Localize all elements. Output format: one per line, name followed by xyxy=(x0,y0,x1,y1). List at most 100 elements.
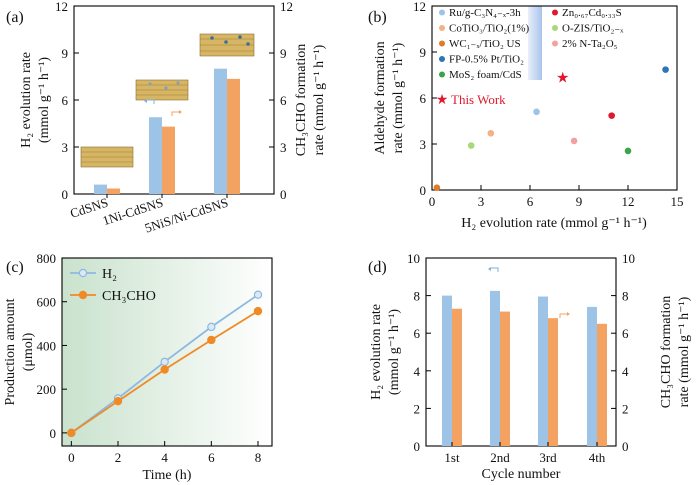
left-arrowhead-icon xyxy=(488,267,491,271)
legend-marker xyxy=(78,268,88,278)
panel-b-label: (b) xyxy=(368,9,387,26)
legend-entry: O-ZIS/TiO₂₋ₓ xyxy=(562,23,624,35)
right-y-tick-label: 8 xyxy=(622,289,629,304)
left-y-tick-label: 0 xyxy=(414,439,421,454)
x-tick-label: 0 xyxy=(429,194,436,209)
x-tick-label: 6 xyxy=(208,450,215,465)
x-tick-label: 3rd xyxy=(539,450,557,465)
x-tick-label: 3 xyxy=(478,194,485,209)
right-y-tick-label: 4 xyxy=(622,364,629,379)
panel-a-label: (a) xyxy=(6,9,24,26)
ch3cho-bar xyxy=(452,308,462,446)
ch3cho-data-point xyxy=(113,396,123,406)
cdsns-sheet-illustration xyxy=(80,146,134,168)
y-tick-label: 800 xyxy=(37,251,57,266)
right-y-tick-label: 12 xyxy=(280,0,293,14)
y-tick-label: 600 xyxy=(37,295,57,310)
ch3cho-data-point xyxy=(160,365,169,374)
panel-a-right-ylabel-units: rate (mmol g⁻¹ h⁻¹) xyxy=(312,44,327,155)
h2-bar xyxy=(538,296,548,446)
panel-a-left-ylabel-units: (mmol g⁻¹ h⁻¹) xyxy=(37,57,52,144)
panel-d-left-ylabel-units: (mmol g⁻¹ h⁻¹) xyxy=(387,309,402,396)
y-tick-label: 0 xyxy=(420,183,427,198)
legend-entry: H₂ xyxy=(102,267,117,282)
h2-bar xyxy=(442,295,452,446)
legend-marker xyxy=(552,9,558,16)
left-y-tick-label: 8 xyxy=(414,289,421,304)
x-tick-label: 15 xyxy=(671,194,684,209)
panel-c-ylabel: Production amount xyxy=(3,298,18,405)
panel-d-right-ylabel-units: rate (mmol g⁻¹ h⁻¹) xyxy=(677,296,692,407)
left-axis-arrow-icon xyxy=(146,99,155,104)
h2-data-point xyxy=(160,357,169,367)
left-y-tick-label: 4 xyxy=(414,364,421,379)
h2-data-point xyxy=(253,290,263,299)
legend-entry: WC₁₋ₓ/TiO₂ US xyxy=(449,38,521,50)
x-tick-label: 2 xyxy=(115,450,122,465)
panel-c: (c) 0 2 4 6 8 0 200 400 600 800 H₂ CH₃CHO Time (h)… xyxy=(3,251,273,483)
nis-ni-cdsns-sheet-illustration xyxy=(199,33,255,57)
legend-entry: MoS₂ foam/CdS xyxy=(449,69,522,81)
x-tick-label: 8 xyxy=(255,450,262,465)
ch3cho-bar xyxy=(500,311,510,446)
x-tick-label: 1st xyxy=(444,450,460,465)
y-tick-label: 0 xyxy=(50,426,57,441)
legend-entry: 2% N-Ta₂O₅ xyxy=(562,38,618,50)
ch3cho-bar xyxy=(548,318,558,446)
right-y-tick-label: 2 xyxy=(622,401,629,416)
panel-a-left-ylabel: H₂ evolution rate xyxy=(19,52,34,148)
legend-marker xyxy=(439,71,445,78)
ch3cho-bar xyxy=(227,78,240,194)
legend-entry: Ru/g-C₃N₄₋ₓ-3h xyxy=(449,7,521,19)
panel-b: (b) 0 3 6 9 12 15 0 3 6 9 12 ★ Ru/g-C₃N₄₋ₓ-3h CoTiO… xyxy=(368,0,684,231)
panel-d: (d) 0 0 2 2 4 4 6 6 8 8 10 10 1st 2nd 3rd 4th Cycle nu… xyxy=(368,251,692,482)
x-tick-label: 9 xyxy=(576,194,583,209)
y-tick-label: 3 xyxy=(420,137,427,152)
y-tick-label: 12 xyxy=(413,0,426,14)
panel-a: (a) 0 03 36 69 912 12 CdSNS1Ni-CdSNS5NiS/Ni-C… xyxy=(6,0,327,236)
this-work-star-icon: ★ xyxy=(556,70,569,86)
legend-highlight xyxy=(528,6,542,80)
h2-bar xyxy=(490,290,500,446)
left-y-tick-label: 6 xyxy=(62,93,69,108)
h2-data-point xyxy=(207,322,216,332)
panel-d-label: (d) xyxy=(368,259,387,276)
data-point xyxy=(608,112,615,119)
panel-d-xlabel: Cycle number xyxy=(482,467,561,482)
x-tick-label: 4th xyxy=(589,450,606,465)
left-arrowhead-icon xyxy=(144,99,147,103)
legend-marker xyxy=(552,40,558,47)
right-y-tick-label: 0 xyxy=(280,187,287,202)
h2-bar xyxy=(587,306,597,446)
left-y-tick-label: 9 xyxy=(62,46,69,61)
y-tick-label: 400 xyxy=(37,338,57,353)
panel-b-ylabel: Aldehyde formation xyxy=(373,41,388,154)
data-point xyxy=(570,137,578,145)
panel-d-frame xyxy=(425,257,617,447)
x-tick-label: 2nd xyxy=(490,450,510,465)
legend-entry: CH₃CHO xyxy=(102,289,156,304)
ch3cho-bar xyxy=(597,323,607,446)
legend-entry: FP-0.5% Pt/TiO₂ xyxy=(449,54,524,66)
right-y-tick-label: 0 xyxy=(622,439,629,454)
x-tick-label: 4 xyxy=(161,450,168,465)
right-axis-arrow-icon xyxy=(559,313,568,318)
legend-marker xyxy=(439,40,445,47)
ch3cho-data-point xyxy=(67,428,76,438)
legend-this-work: This Work xyxy=(451,92,506,107)
x-tick-label: 12 xyxy=(622,194,635,209)
left-y-tick-label: 0 xyxy=(62,187,69,202)
panel-d-left-ylabel: H₂ evolution rate xyxy=(369,304,384,400)
x-tick-label: 6 xyxy=(527,194,534,209)
legend-star-icon: ★ xyxy=(436,93,449,108)
panel-b-xlabel: H₂ evolution rate (mmol g⁻¹ h⁻¹) xyxy=(461,216,647,231)
left-y-tick-label: 10 xyxy=(407,251,420,266)
left-y-tick-label: 12 xyxy=(55,0,68,14)
left-y-tick-label: 6 xyxy=(414,326,421,341)
panel-b-ylabel-units: rate (mmol g⁻¹ h⁻¹) xyxy=(391,42,406,153)
legend-entry: CoTiO₃/TiO₂(1%) xyxy=(449,23,530,35)
panel-c-ylabel-units: (μmol) xyxy=(21,332,36,371)
data-point xyxy=(467,142,475,149)
right-y-tick-label: 10 xyxy=(622,251,635,266)
